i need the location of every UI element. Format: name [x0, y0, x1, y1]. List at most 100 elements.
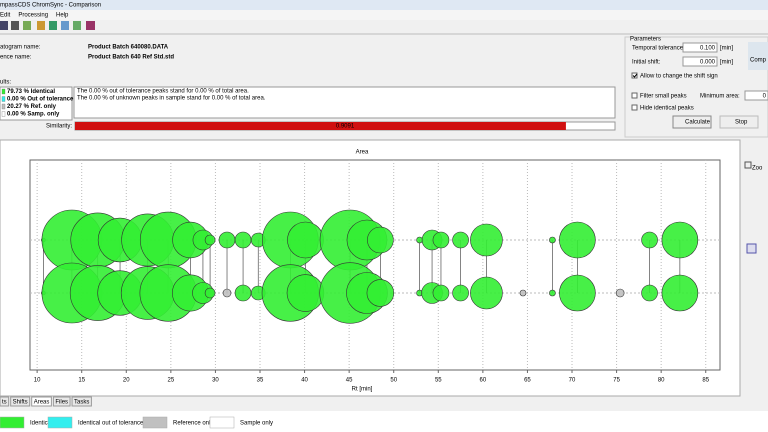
button-label: Calculate — [685, 120, 711, 126]
legend-label: Reference only — [173, 421, 213, 427]
similarity-bar — [75, 122, 566, 130]
tool-icon[interactable] — [73, 21, 81, 30]
peak-bubble — [452, 231, 469, 249]
x-tick-label: 40 — [301, 378, 308, 384]
x-tick-label: 35 — [257, 378, 264, 384]
stat-swatch — [1, 96, 6, 102]
name-label: ence name: — [0, 55, 32, 61]
checkbox[interactable] — [631, 92, 638, 99]
parameters-title: Parameters — [630, 37, 661, 43]
peak-bubble — [367, 226, 394, 254]
legend-swatch — [142, 416, 168, 429]
side-button[interactable] — [746, 243, 757, 254]
zoom-label[interactable]: Zoo — [752, 166, 763, 172]
tool-icon[interactable] — [61, 21, 69, 30]
parameters-group — [624, 36, 768, 138]
legend-bar — [0, 411, 768, 432]
peak-bubble — [432, 284, 450, 302]
similarity-value: 0.9091 — [336, 124, 355, 130]
peak-bubble — [222, 288, 232, 298]
tab[interactable] — [71, 396, 92, 407]
menu-item[interactable]: Help — [56, 13, 69, 19]
menu-item[interactable]: Edit — [0, 13, 11, 19]
input[interactable] — [682, 56, 718, 67]
x-tick-label: 75 — [613, 378, 620, 384]
param-label: Minimum area: — [700, 94, 740, 100]
peak-bubble — [366, 279, 395, 307]
stat-text: 0.00 % Out of tolerance — [7, 97, 74, 103]
title-bar — [0, 0, 768, 10]
tab[interactable] — [0, 396, 10, 407]
legend-swatch — [47, 416, 73, 429]
peak-bubble — [416, 236, 423, 244]
input[interactable] — [682, 42, 718, 53]
x-tick-label: 45 — [346, 378, 353, 384]
peak-bubble — [204, 287, 216, 299]
checkbox[interactable] — [631, 72, 638, 79]
peak-bubble — [615, 288, 625, 298]
similarity-label: Similarity: — [46, 124, 72, 130]
calculate-button[interactable] — [672, 115, 712, 129]
peak-bubble — [559, 274, 596, 312]
legend-swatch — [209, 416, 235, 429]
peak-bubble — [549, 289, 556, 297]
logo-text: Comp — [750, 58, 767, 64]
input-value: 0.100 — [700, 46, 716, 52]
peak-bubble — [641, 231, 658, 249]
param-label: Initial shift: — [632, 60, 661, 66]
tab-label[interactable]: Shifts — [13, 400, 28, 406]
x-tick-label: 15 — [78, 378, 85, 384]
legend-swatch — [0, 416, 25, 429]
stat-text: 20.27 % Ref. only — [7, 104, 57, 110]
messages-box — [73, 86, 616, 119]
tab-label[interactable]: Areas — [34, 400, 50, 406]
x-tick-label: 60 — [480, 378, 487, 384]
x-tick-label: 85 — [702, 378, 709, 384]
tab[interactable] — [31, 396, 52, 407]
stats-box — [0, 86, 73, 121]
name-value: Product Batch 640080.DATA — [88, 45, 169, 51]
peak-bubble — [519, 289, 527, 297]
stat-swatch — [1, 88, 6, 95]
zoom-icon[interactable] — [744, 161, 752, 169]
tab-label[interactable]: Tasks — [74, 400, 89, 406]
tab[interactable] — [10, 396, 31, 407]
peak-bubble — [661, 274, 699, 312]
peak-bubble — [470, 276, 503, 310]
x-tick-label: 25 — [168, 378, 175, 384]
peak-bubble — [470, 223, 503, 257]
peak-bubble — [661, 221, 699, 259]
tool-icon[interactable] — [86, 21, 95, 30]
legend-label: Identical out of tolerance — [78, 421, 144, 427]
tool-icon[interactable] — [37, 21, 45, 30]
stop-button[interactable] — [719, 115, 759, 129]
toolbar — [0, 21, 95, 30]
message: The 0.00 % out of tolerance peaks stand … — [77, 89, 249, 95]
button-label: Stop — [735, 120, 748, 126]
stat-swatch — [1, 111, 6, 117]
param-label: Temporal tolerance: — [632, 46, 685, 52]
tool-icon[interactable] — [49, 21, 57, 30]
input-value: 0.000 — [700, 60, 716, 66]
peak-bubble — [218, 231, 236, 249]
window-title: mpassCDS ChromSync - Comparison — [0, 3, 101, 9]
name-label: atogram name: — [0, 45, 41, 51]
input-value: 0 — [763, 94, 767, 100]
x-tick-label: 30 — [212, 378, 219, 384]
tab[interactable] — [52, 396, 71, 407]
tool-icon[interactable] — [11, 21, 19, 30]
checkbox[interactable] — [631, 104, 638, 111]
message: The 0.00 % of unknown peaks in sample st… — [77, 96, 266, 102]
tool-icon[interactable] — [23, 21, 31, 30]
tab-label[interactable]: Files — [55, 400, 68, 406]
tool-icon[interactable] — [0, 21, 8, 30]
input[interactable] — [744, 90, 768, 101]
peak-bubble — [559, 221, 596, 259]
tab-label[interactable]: ts — [2, 400, 7, 406]
peak-bubble — [234, 284, 252, 302]
peak-bubble — [234, 231, 252, 249]
menu-bar — [0, 10, 768, 20]
menu-item[interactable]: Processing — [18, 13, 48, 19]
